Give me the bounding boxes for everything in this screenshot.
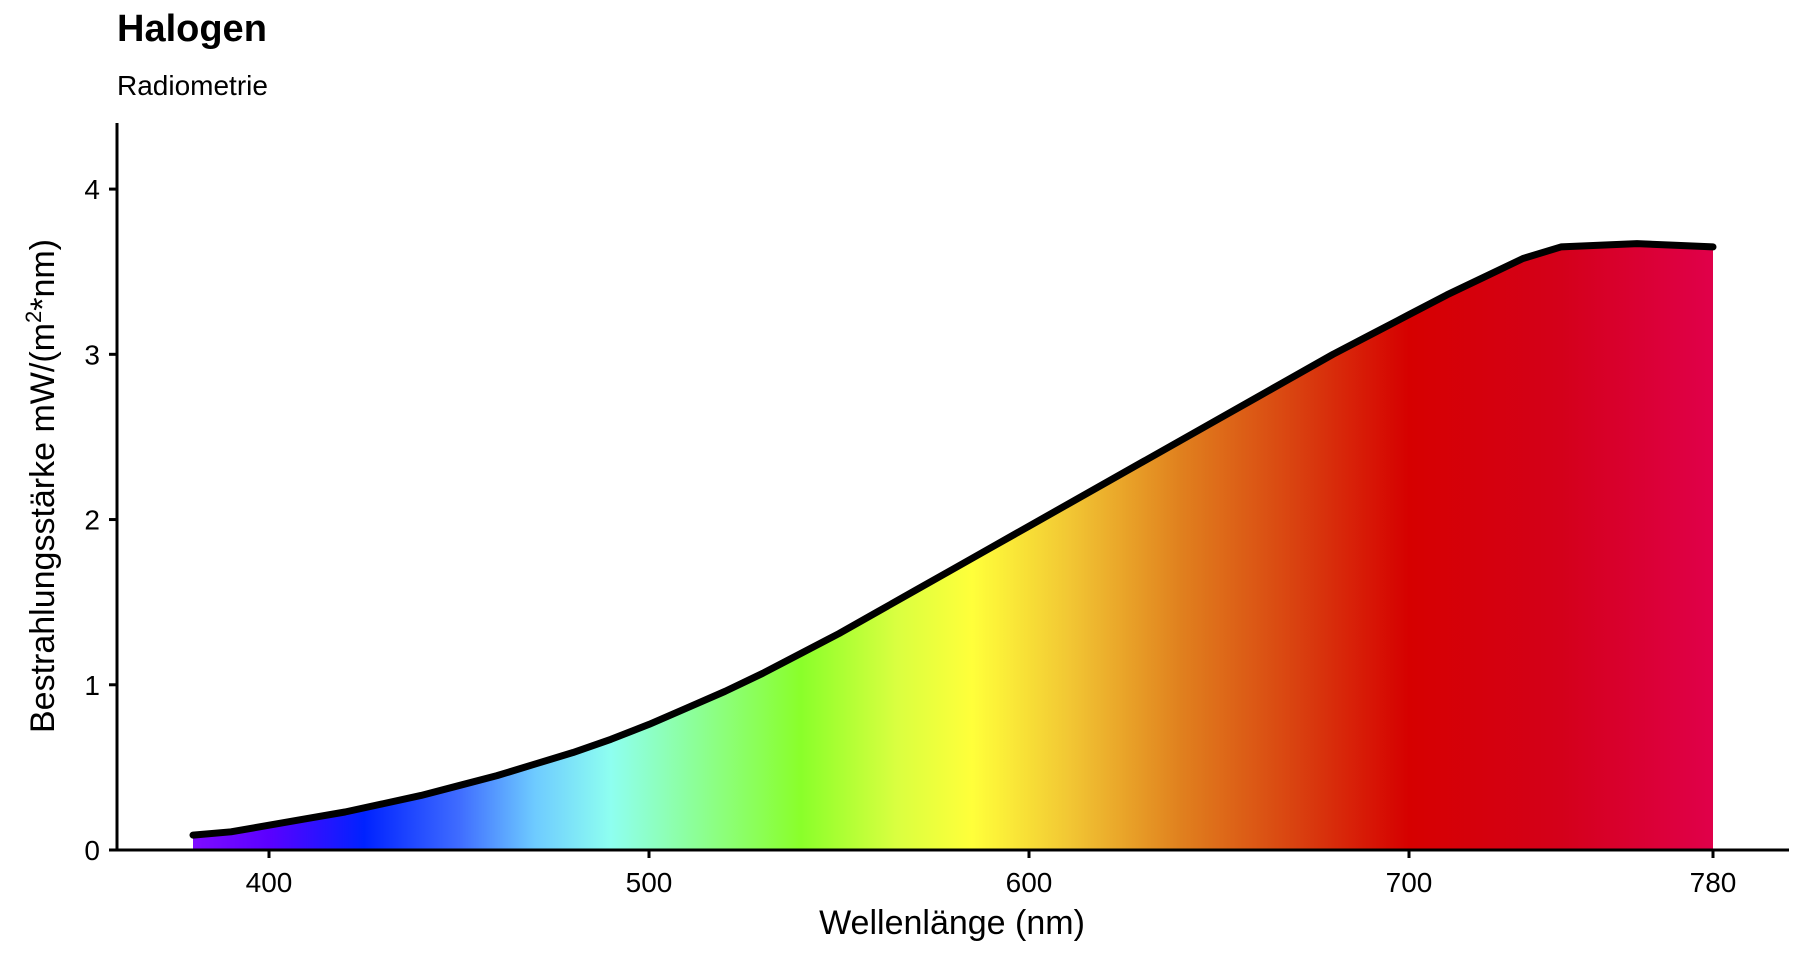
y-axis-label: Bestrahlungsstärke mW/(m2*nm)	[21, 239, 62, 733]
x-tick-label: 700	[1386, 867, 1433, 898]
x-tick-label: 780	[1690, 867, 1737, 898]
chart-title: Halogen	[117, 8, 267, 50]
y-axis-ticks: 0 1 2 3 4	[84, 174, 117, 866]
x-axis-label: Wellenlänge (nm)	[819, 904, 1085, 942]
plot-area	[189, 240, 1717, 850]
y-tick-label: 2	[84, 505, 100, 536]
spectrum-area	[193, 243, 1713, 850]
x-axis-ticks: 400 500 600 700 780	[246, 850, 1737, 898]
y-tick-label: 4	[84, 174, 100, 205]
y-tick-label: 0	[84, 835, 100, 866]
x-tick-label: 500	[626, 867, 673, 898]
y-tick-label: 3	[84, 339, 100, 370]
y-tick-label: 1	[84, 670, 100, 701]
x-tick-label: 600	[1006, 867, 1053, 898]
y-axis-label-end: *nm)	[24, 239, 62, 311]
chart-subtitle: Radiometrie	[117, 70, 268, 101]
x-tick-label: 400	[246, 867, 293, 898]
irradiance-line	[189, 240, 1717, 839]
y-axis-label-superscript: 2	[21, 311, 46, 323]
y-axis-label-main: Bestrahlungsstärke mW/(m	[24, 323, 62, 733]
